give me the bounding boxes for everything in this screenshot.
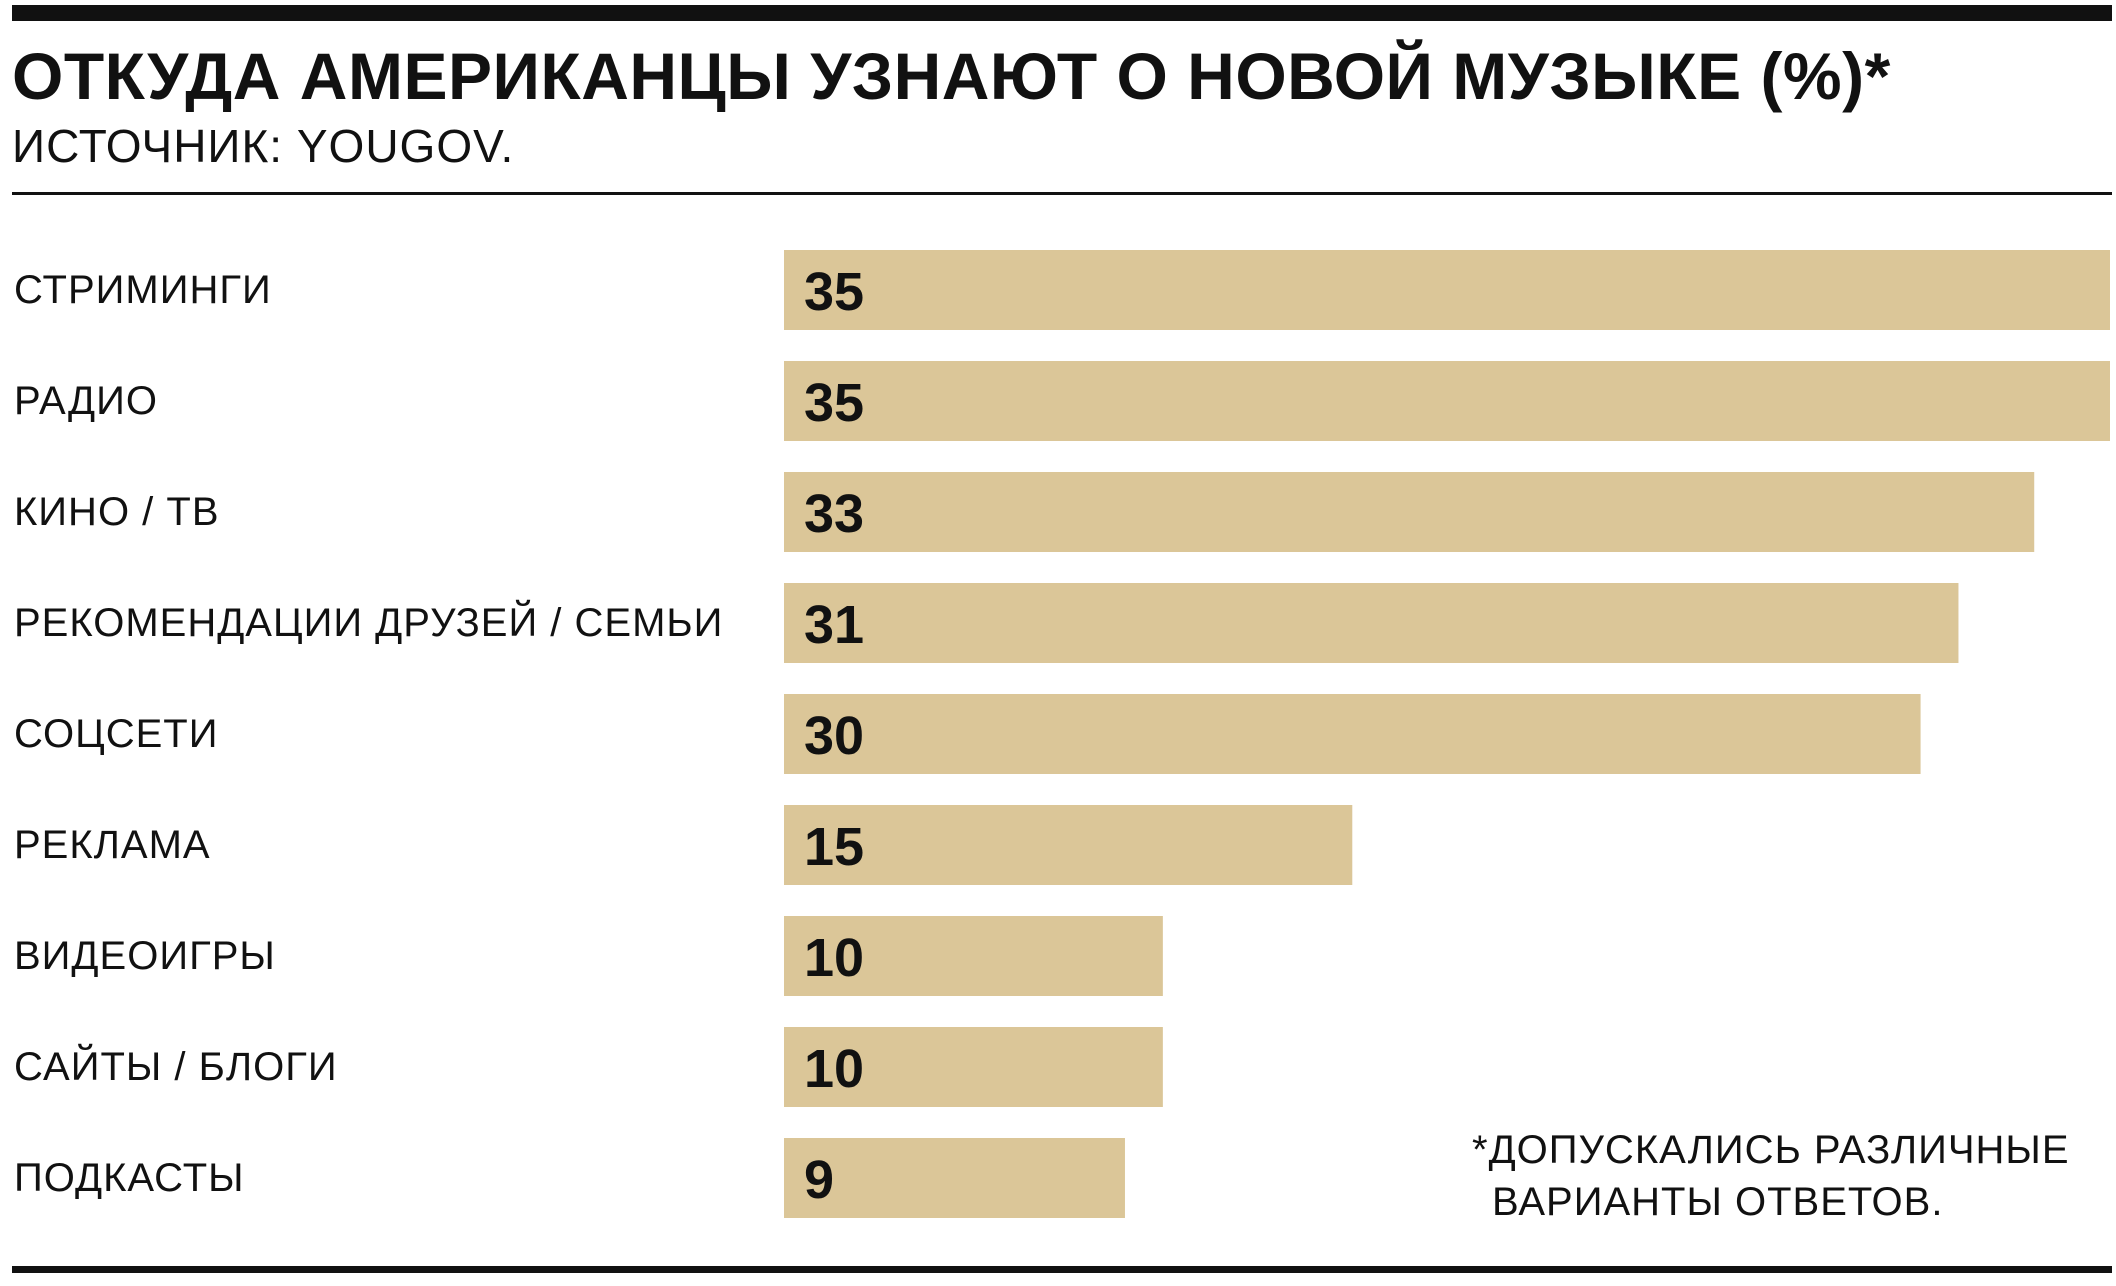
chart-title: ОТКУДА АМЕРИКАНЦЫ УЗНАЮТ О НОВОЙ МУЗЫКЕ … xyxy=(12,39,1891,113)
value-label: 10 xyxy=(804,1039,864,1099)
value-label: 35 xyxy=(804,262,864,322)
footnote-line-2: ВАРИАНТЫ ОТВЕТОВ. xyxy=(1492,1180,1944,1224)
value-label: 10 xyxy=(804,928,864,988)
category-label: СОЦСЕТИ xyxy=(14,712,218,756)
value-label: 30 xyxy=(804,706,864,766)
category-label: СТРИМИНГИ xyxy=(14,268,272,312)
bar-row: РЕКОМЕНДАЦИИ ДРУЗЕЙ / СЕМЬИ 31 xyxy=(14,583,1959,663)
bar-row: РЕКЛАМА 15 xyxy=(14,805,1353,885)
bar xyxy=(784,805,1353,885)
top-rule xyxy=(12,5,2112,21)
value-label: 35 xyxy=(804,373,864,433)
bar xyxy=(784,361,2110,441)
bar xyxy=(784,694,1921,774)
bar-row: РАДИО 35 xyxy=(14,361,2110,441)
category-label: САЙТЫ / БЛОГИ xyxy=(14,1043,338,1089)
bar xyxy=(784,1027,1163,1107)
category-label: ВИДЕОИГРЫ xyxy=(14,934,276,978)
value-label: 33 xyxy=(804,484,864,544)
bar-row: СОЦСЕТИ 30 xyxy=(14,694,1921,774)
value-label: 31 xyxy=(804,595,864,655)
bar xyxy=(784,583,1959,663)
footnote: *ДОПУСКАЛИСЬ РАЗЛИЧНЫЕ ВАРИАНТЫ ОТВЕТОВ. xyxy=(1472,1124,2070,1228)
category-label: РАДИО xyxy=(14,379,158,423)
bar-row: ПОДКАСТЫ 9 xyxy=(14,1138,1125,1218)
header-divider xyxy=(12,192,2112,195)
value-label: 9 xyxy=(804,1150,834,1210)
footnote-line-1: *ДОПУСКАЛИСЬ РАЗЛИЧНЫЕ xyxy=(1472,1128,2070,1172)
bar xyxy=(784,916,1163,996)
bar-row: САЙТЫ / БЛОГИ 10 xyxy=(14,1027,1163,1107)
value-label: 15 xyxy=(804,817,864,877)
category-label: КИНО / ТВ xyxy=(14,490,220,534)
bottom-rule xyxy=(12,1266,2112,1273)
bar xyxy=(784,472,2035,552)
bar-row: ВИДЕОИГРЫ 10 xyxy=(14,916,1163,996)
category-label: ПОДКАСТЫ xyxy=(14,1156,245,1200)
category-label: РЕКЛАМА xyxy=(14,823,211,867)
bar-row: КИНО / ТВ 33 xyxy=(14,472,2035,552)
bar xyxy=(784,1138,1125,1218)
bar xyxy=(784,250,2110,330)
bar-row: СТРИМИНГИ 35 xyxy=(14,250,2110,330)
category-label: РЕКОМЕНДАЦИИ ДРУЗЕЙ / СЕМЬИ xyxy=(14,599,723,645)
chart-source: ИСТОЧНИК: YOUGOV. xyxy=(12,120,515,172)
